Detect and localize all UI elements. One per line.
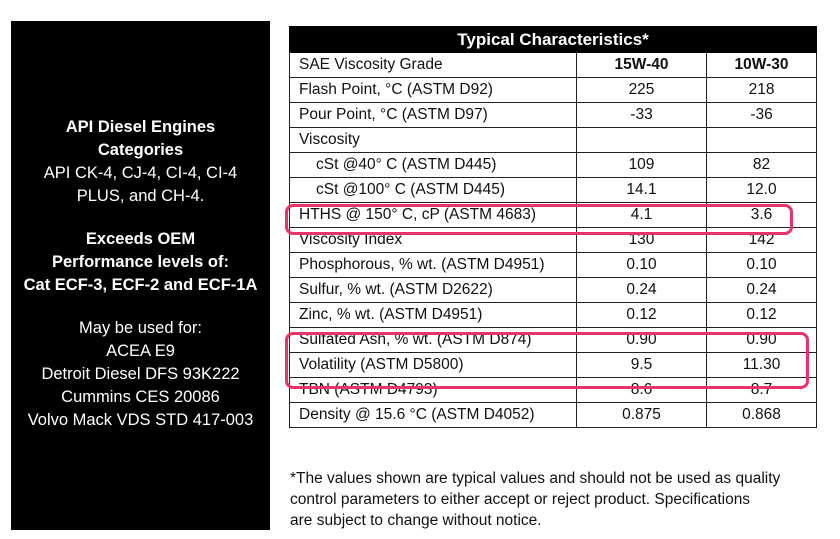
usage-heading: May be used for:	[79, 319, 202, 337]
value-10w30: 0.868	[705, 402, 818, 428]
value-10w30: 12.0	[705, 177, 818, 203]
table-row: cSt @100° C (ASTM D445) 14.1 12.0	[289, 177, 818, 203]
value-10w30: 82	[705, 152, 818, 178]
categories-list-line: API CK-4, CJ-4, CI-4, CI-4	[43, 164, 238, 182]
table-row: Flash Point, °C (ASTM D92) 225 218	[289, 77, 818, 103]
table-row: Viscosity Index 130 142	[289, 227, 818, 253]
footnote-line: control parameters to either accept or r…	[290, 491, 751, 508]
row-label: Volatility (ASTM D5800)	[289, 352, 577, 378]
table-title: Typical Characteristics*	[288, 26, 818, 53]
usage-item: Volvo Mack VDS STD 417-003	[27, 411, 254, 429]
oem-heading-line: Performance levels of:	[52, 253, 229, 271]
row-label: Viscosity Index	[289, 227, 577, 253]
value-10w30: 0.24	[705, 277, 818, 303]
header-10w30: 10W-30	[705, 52, 818, 78]
value-15w40: 4.1	[576, 202, 707, 228]
table-row: Sulfated Ash, % wt. (ASTM D874) 0.90 0.90	[289, 327, 818, 353]
value-15w40: 225	[576, 77, 707, 103]
value-10w30: 8.7	[705, 377, 818, 403]
value-15w40: 0.90	[576, 327, 707, 353]
row-label: Flash Point, °C (ASTM D92)	[289, 77, 577, 103]
table-row: Density @ 15.6 °C (ASTM D4052) 0.875 0.868	[289, 402, 818, 428]
value-15w40: -33	[576, 102, 707, 128]
value-15w40: 0.24	[576, 277, 707, 303]
characteristics-table: Typical Characteristics* SAE Viscosity G…	[288, 26, 818, 428]
row-label: cSt @40° C (ASTM D445)	[289, 152, 577, 178]
table-row: Sulfur, % wt. (ASTM D2622) 0.24 0.24	[289, 277, 818, 303]
table-row: cSt @40° C (ASTM D445) 109 82	[289, 152, 818, 178]
value-15w40: 130	[576, 227, 707, 253]
usage-item: Detroit Diesel DFS 93K222	[41, 365, 240, 383]
value-15w40: 109	[576, 152, 707, 178]
value-10w30: 218	[705, 77, 818, 103]
row-label: Zinc, % wt. (ASTM D4951)	[289, 302, 577, 328]
row-label: Viscosity	[289, 127, 577, 153]
usage-item: ACEA E9	[106, 342, 175, 360]
table-header-row: SAE Viscosity Grade 15W-40 10W-30	[289, 52, 818, 78]
table-row: Viscosity	[289, 127, 818, 153]
value-10w30: 0.12	[705, 302, 818, 328]
value-10w30: -36	[705, 102, 818, 128]
row-label: Density @ 15.6 °C (ASTM D4052)	[289, 402, 577, 428]
value-15w40: 0.10	[576, 252, 707, 278]
characteristics-table-container: Typical Characteristics* SAE Viscosity G…	[288, 26, 818, 428]
row-label: Pour Point, °C (ASTM D97)	[289, 102, 577, 128]
categories-heading-line: API Diesel Engines	[65, 118, 216, 136]
value-15w40: 0.875	[576, 402, 707, 428]
value-10w30	[705, 127, 818, 153]
value-10w30: 142	[705, 227, 818, 253]
categories-list-line: PLUS, and CH-4.	[76, 187, 205, 205]
value-15w40: 8.6	[576, 377, 707, 403]
row-label: HTHS @ 150° C, cP (ASTM 4683)	[289, 202, 577, 228]
table-row: Zinc, % wt. (ASTM D4951) 0.12 0.12	[289, 302, 818, 328]
header-label: SAE Viscosity Grade	[289, 52, 577, 78]
table-row: Phosphorous, % wt. (ASTM D4951) 0.10 0.10	[289, 252, 818, 278]
row-label: Sulfated Ash, % wt. (ASTM D874)	[289, 327, 577, 353]
value-15w40: 9.5	[576, 352, 707, 378]
row-label: Phosphorous, % wt. (ASTM D4951)	[289, 252, 577, 278]
categories-section: API Diesel Engines Categories API CK-4, …	[11, 116, 270, 208]
oem-heading-line: Exceeds OEM	[85, 230, 196, 248]
value-10w30: 0.90	[705, 327, 818, 353]
value-15w40: 0.12	[576, 302, 707, 328]
table-row: Pour Point, °C (ASTM D97) -33 -36	[289, 102, 818, 128]
footnote-line: are subject to change without notice.	[290, 512, 542, 529]
oem-section: Exceeds OEM Performance levels of: Cat E…	[11, 228, 270, 297]
table-row: TBN (ASTM D4793) 8.6 8.7	[289, 377, 818, 403]
table-row: Volatility (ASTM D5800) 9.5 11.30	[289, 352, 818, 378]
table-row: HTHS @ 150° C, cP (ASTM 4683) 4.1 3.6	[289, 202, 818, 228]
usage-item: Cummins CES 20086	[61, 388, 220, 406]
header-15w40: 15W-40	[576, 52, 707, 78]
value-15w40: 14.1	[576, 177, 707, 203]
row-label: TBN (ASTM D4793)	[289, 377, 577, 403]
approvals-panel: API Diesel Engines Categories API CK-4, …	[11, 21, 270, 530]
row-label: Sulfur, % wt. (ASTM D2622)	[289, 277, 577, 303]
row-label: cSt @100° C (ASTM D445)	[289, 177, 577, 203]
footnote: *The values shown are typical values and…	[290, 468, 820, 531]
value-10w30: 3.6	[705, 202, 818, 228]
footnote-line: *The values shown are typical values and…	[290, 470, 781, 487]
oem-heading-line: Cat ECF-3, ECF-2 and ECF-1A	[23, 276, 258, 294]
usage-section: May be used for: ACEA E9 Detroit Diesel …	[11, 317, 270, 432]
categories-heading-line: Categories	[97, 141, 184, 159]
value-10w30: 11.30	[705, 352, 818, 378]
value-15w40	[576, 127, 707, 153]
value-10w30: 0.10	[705, 252, 818, 278]
table-title-row: Typical Characteristics*	[288, 26, 818, 53]
